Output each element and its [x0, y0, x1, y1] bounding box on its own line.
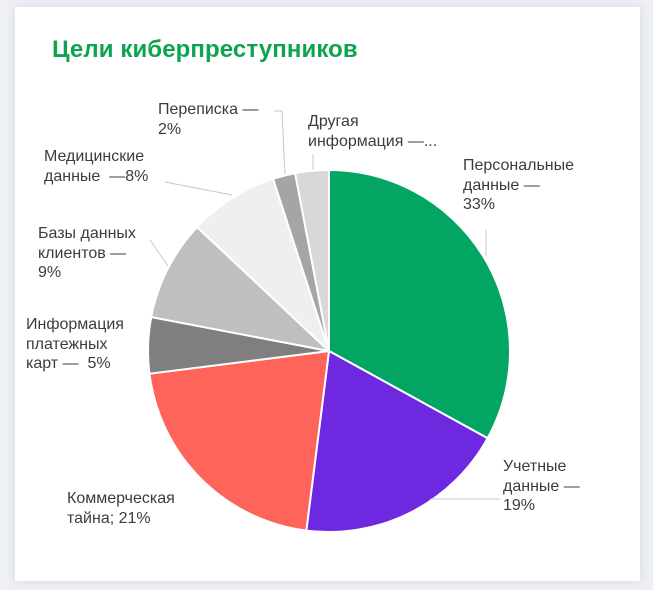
pie-slice: [195, 177, 330, 352]
label-commercial-secret: Коммерческая тайна; 21%: [67, 490, 175, 527]
pie-slice: [305, 349, 489, 533]
pie-slice: [293, 168, 330, 352]
label-medical-data: Медицинские данные —8%: [44, 148, 149, 185]
pie-slice: [148, 349, 331, 532]
pie-slice: [328, 168, 511, 440]
leader-line-medical: [164, 181, 233, 196]
label-other-info: Другая информация —...: [308, 113, 438, 150]
label-correspondence: Переписка — 2%: [158, 101, 259, 138]
label-payment-cards: Информация платежных карт — 5%: [26, 316, 124, 372]
label-personal-data: Персональные данные — 33%: [463, 157, 575, 213]
leader-line-correspondence: [274, 110, 286, 175]
label-client-databases: Базы данных клиентов — 9%: [38, 225, 136, 281]
label-account-data: Учетные данные — 19%: [503, 458, 580, 514]
chart-title: Цели киберпреступников: [52, 36, 358, 63]
leader-line-clients: [149, 239, 169, 267]
pie-slice: [150, 225, 333, 353]
